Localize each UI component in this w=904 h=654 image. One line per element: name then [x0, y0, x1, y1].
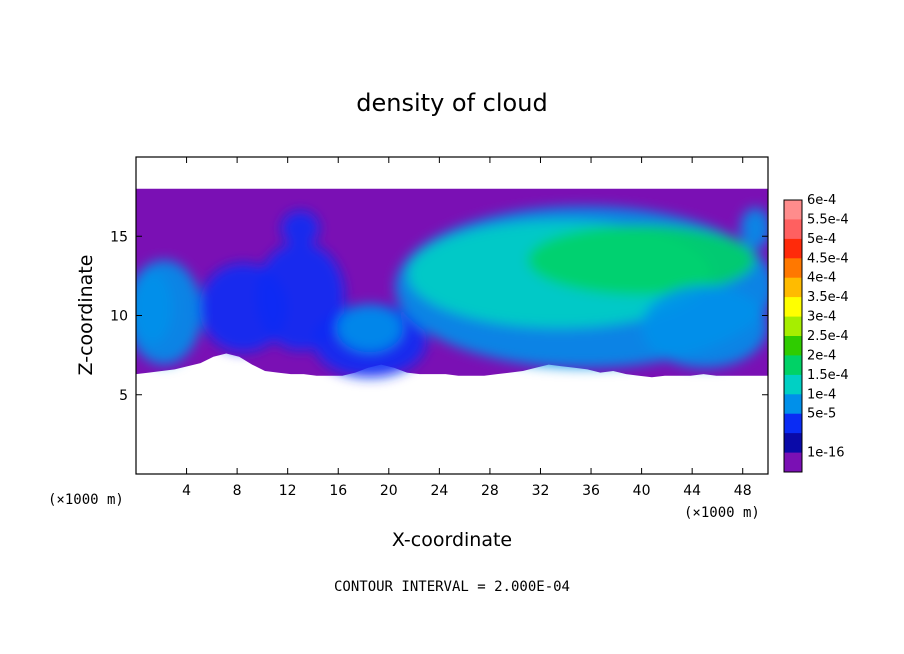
colorbar-swatch — [784, 452, 802, 473]
colorbar-swatch — [784, 433, 802, 453]
colorbar-label: 3.5e-4 — [807, 290, 849, 305]
colorbar-label: 3e-4 — [807, 310, 836, 325]
y-tick-label: 5 — [119, 388, 128, 404]
colorbar-label: 2.5e-4 — [807, 329, 849, 344]
x-tick-label: 20 — [380, 483, 398, 499]
colorbar-label: 6e-4 — [807, 193, 836, 208]
y-tick-label: 10 — [110, 309, 128, 325]
y-axis-label: Z-coordinate — [75, 255, 97, 376]
x-tick-label: 48 — [734, 483, 752, 499]
colorbar-label: 5e-4 — [807, 232, 836, 247]
colorbar-swatch — [784, 258, 802, 279]
colorbar-swatch — [784, 200, 802, 220]
colorbar-swatch — [784, 297, 802, 317]
cloud-density-patch-11 — [641, 285, 768, 368]
x-axis-label: X-coordinate — [392, 529, 512, 551]
colorbar-swatch — [784, 394, 802, 415]
chart-title: density of cloud — [356, 89, 547, 117]
colorbar-swatch — [784, 316, 802, 337]
colorbar-label: 4.5e-4 — [807, 251, 849, 266]
x-tick-label: 16 — [329, 483, 347, 499]
x-tick-label: 4 — [182, 483, 191, 499]
x-units-label-right: (×1000 m) — [684, 505, 760, 521]
x-axis-ticks: 4 8 12 16 20 24 28 32 36 40 44 48 — [182, 157, 752, 499]
colorbar-swatch — [784, 277, 802, 298]
colorbar: 6e-4 5.5e-4 5e-4 4.5e-4 4e-4 3.5e-4 3e-4 2.5e-4… — [783, 193, 849, 473]
contour-interval-note: CONTOUR INTERVAL = 2.000E-04 — [334, 579, 570, 595]
colorbar-swatch — [784, 336, 802, 356]
colorbar-label: 1e-16 — [807, 446, 845, 461]
colorbar-swatch — [784, 355, 802, 376]
colorbar-label: 2e-4 — [807, 348, 836, 363]
cloud-density-patch-2 — [136, 271, 173, 345]
colorbar-label: 5.5e-4 — [807, 212, 849, 227]
colorbar-label: 4e-4 — [807, 271, 836, 286]
cloud-density-patch-5 — [281, 210, 320, 246]
plot-area — [135, 156, 769, 475]
x-units-label-left: (×1000 m) — [48, 492, 124, 508]
cloud-patches — [136, 206, 768, 378]
cloud-density-patch-10 — [527, 225, 756, 295]
colorbar-frame — [783, 199, 803, 473]
colorbar-label: 1.5e-4 — [807, 368, 849, 383]
x-tick-label: 40 — [633, 483, 651, 499]
x-tick-label: 24 — [430, 483, 448, 499]
colorbar-swatch — [784, 374, 802, 395]
x-tick-label: 12 — [279, 483, 297, 499]
x-tick-label: 32 — [532, 483, 550, 499]
cloud-density-patch-12 — [740, 207, 768, 249]
colorbar-swatch — [784, 219, 802, 240]
colorbar-label: 1e-4 — [807, 387, 836, 402]
x-tick-label: 28 — [481, 483, 499, 499]
cloud-density-patch-7 — [336, 304, 403, 353]
x-tick-label: 8 — [233, 483, 242, 499]
colorbar-label: 5e-5 — [807, 407, 836, 422]
colorbar-swatch — [784, 413, 802, 434]
x-tick-label: 44 — [683, 483, 701, 499]
y-tick-label: 15 — [110, 229, 128, 245]
y-axis-ticks: 5 10 15 — [110, 229, 768, 404]
x-tick-label: 36 — [582, 483, 600, 499]
colorbar-swatch — [784, 238, 802, 259]
